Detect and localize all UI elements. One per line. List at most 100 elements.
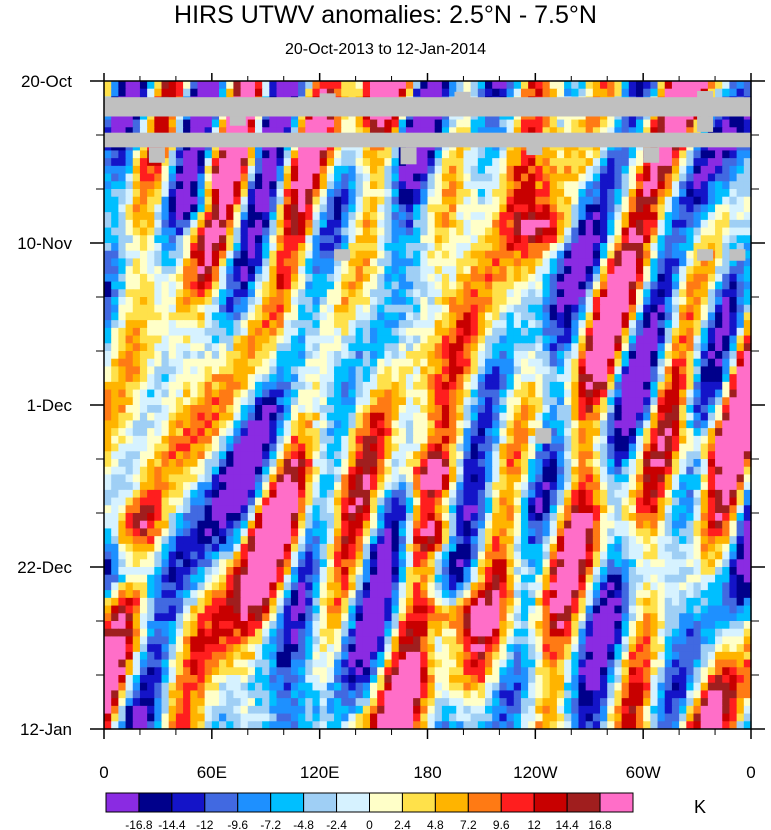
heatmap-cell: [305, 489, 314, 499]
heatmap-cell: [219, 173, 227, 182]
heatmap-cell: [441, 273, 450, 283]
heatmap-cell: [729, 196, 738, 206]
heatmap-cell: [154, 165, 163, 175]
heatmap-cell: [154, 497, 163, 506]
heatmap-cell: [276, 451, 285, 460]
heatmap-cell: [679, 165, 687, 175]
heatmap-cell: [657, 335, 666, 344]
heatmap-cell: [592, 266, 601, 275]
heatmap-cell: [679, 312, 687, 321]
heatmap-cell: [369, 489, 378, 499]
heatmap-cell: [628, 281, 637, 290]
heatmap-cell: [506, 312, 515, 321]
heatmap-cell: [154, 358, 163, 368]
heatmap-cell: [254, 189, 263, 198]
heatmap-cell: [269, 435, 278, 445]
heatmap-cell: [369, 327, 378, 337]
heatmap-cell: [528, 459, 536, 468]
heatmap-cell: [736, 474, 745, 483]
heatmap-cell: [204, 196, 213, 206]
heatmap-cell: [183, 412, 191, 422]
heatmap-cell: [456, 428, 465, 437]
heatmap-cell: [535, 219, 544, 229]
heatmap-cell: [283, 351, 292, 360]
heatmap-cell: [520, 165, 529, 175]
heatmap-cell: [556, 366, 565, 375]
heatmap-cell: [413, 497, 421, 506]
heatmap-cell: [326, 204, 335, 213]
heatmap-cell: [535, 312, 544, 321]
heatmap-cell: [326, 320, 335, 329]
heatmap-cell: [305, 189, 314, 198]
heatmap-cell: [391, 374, 400, 383]
heatmap-cell: [628, 482, 637, 491]
heatmap-cell: [348, 466, 357, 476]
heatmap-cell: [341, 389, 350, 398]
heatmap-cell: [528, 281, 536, 290]
heatmap-cell: [111, 320, 119, 329]
heatmap-cell: [434, 266, 443, 275]
heatmap-cell: [520, 320, 529, 329]
heatmap-cell: [679, 150, 687, 159]
heatmap-cell: [204, 204, 213, 213]
heatmap-cell: [657, 320, 666, 329]
heatmap-cell: [298, 273, 306, 283]
heatmap-cell: [405, 181, 414, 190]
heatmap-cell: [226, 474, 234, 483]
heatmap-cell: [571, 351, 580, 360]
heatmap-cell: [614, 158, 623, 167]
heatmap-cell: [384, 81, 393, 90]
heatmap-cell: [269, 366, 278, 375]
heatmap-cell: [312, 397, 321, 406]
heatmap-cell: [657, 312, 666, 321]
heatmap-cell: [679, 335, 687, 344]
heatmap-cell: [139, 250, 148, 260]
heatmap-cell: [183, 435, 191, 445]
heatmap-cell: [125, 397, 134, 406]
heatmap-cell: [125, 374, 134, 383]
heatmap-cell: [183, 312, 191, 321]
heatmap-cell: [405, 482, 414, 491]
heatmap-cell: [621, 227, 630, 236]
heatmap-cell: [722, 358, 731, 368]
heatmap-cell: [326, 189, 335, 198]
heatmap-cell: [319, 397, 328, 406]
heatmap-cell: [664, 196, 673, 206]
heatmap-cell: [219, 281, 227, 290]
heatmap-cell: [736, 327, 745, 337]
heatmap-cell: [175, 297, 184, 306]
heatmap-cell: [549, 320, 558, 329]
heatmap-cell: [362, 312, 371, 321]
heatmap-cell: [542, 451, 551, 460]
heatmap-cell: [298, 374, 306, 383]
heatmap-cell: [492, 227, 500, 236]
heatmap-cell: [614, 459, 623, 468]
heatmap-cell: [111, 497, 119, 506]
heatmap-cell: [305, 397, 314, 406]
heatmap-cell: [743, 405, 752, 414]
heatmap-cell: [686, 358, 695, 368]
heatmap-cell: [118, 374, 127, 383]
heatmap-cell: [161, 181, 170, 190]
heatmap-cell: [729, 497, 738, 506]
heatmap-cell: [722, 243, 731, 252]
heatmap-cell: [549, 397, 558, 406]
heatmap-cell: [104, 459, 112, 468]
heatmap-cell: [197, 235, 206, 244]
heatmap-cell: [535, 451, 544, 460]
heatmap-cell: [305, 250, 314, 260]
heatmap-cell: [664, 335, 673, 344]
heatmap-cell: [628, 497, 637, 506]
heatmap-cell: [427, 258, 436, 267]
heatmap-cell: [290, 397, 299, 406]
heatmap-cell: [384, 204, 393, 213]
heatmap-cell: [592, 482, 601, 491]
heatmap-cell: [441, 158, 450, 167]
heatmap-cell: [456, 119, 465, 128]
heatmap-cell: [621, 127, 630, 136]
heatmap-cell: [686, 235, 695, 244]
heatmap-cell: [247, 397, 256, 406]
heatmap-cell: [283, 88, 292, 98]
heatmap-cell: [111, 420, 119, 429]
heatmap-cell: [528, 351, 536, 360]
